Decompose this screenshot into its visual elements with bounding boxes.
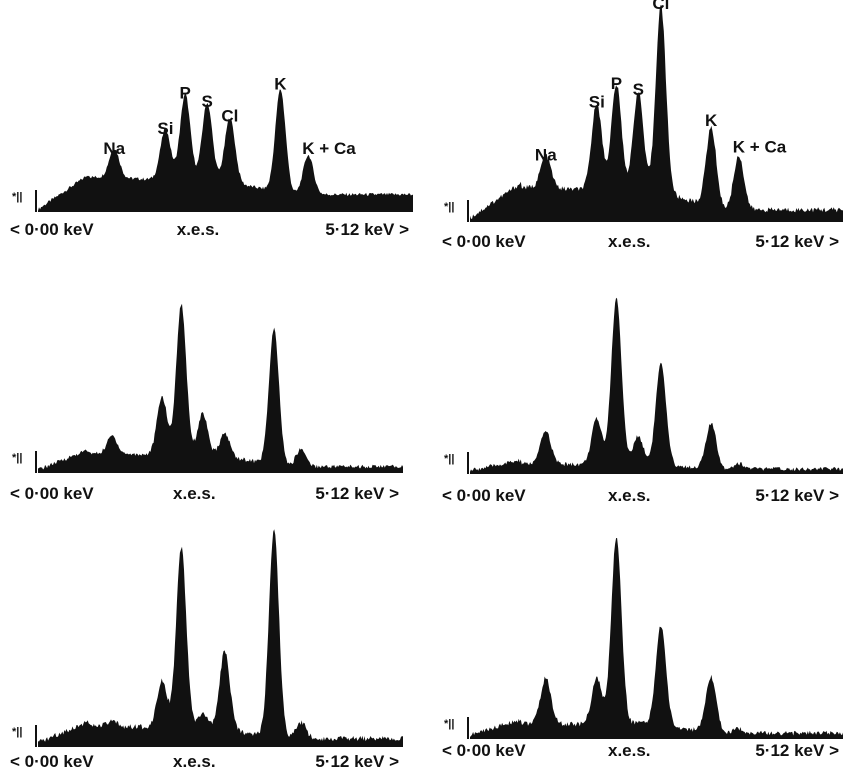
spectrum-panel-middle-right: *|| < 0·00 keV x.e.s. 5·12 keV > xyxy=(442,297,843,505)
instrument-marker: *|| xyxy=(12,191,22,203)
spectrum-area xyxy=(470,297,843,474)
spectrum-panel-top-left: Na Si P S Cl K K + Ca *|| < 0·00 keV x.e.s. 5·12 k… xyxy=(10,74,413,239)
peak-label: K + Ca xyxy=(302,139,356,158)
peak-label: Cl xyxy=(652,0,669,13)
x-start-label: < 0·00 keV xyxy=(442,486,526,505)
peak-label: Si xyxy=(157,119,173,138)
instrument-marker: *|| xyxy=(444,453,454,465)
x-start-label: < 0·00 keV xyxy=(10,484,94,503)
x-start-label: < 0·00 keV xyxy=(10,220,94,239)
spectrum-panel-bottom-right: *|| < 0·00 keV x.e.s. 5·12 keV > xyxy=(442,538,843,760)
x-mid-label: x.e.s. xyxy=(608,741,651,760)
x-end-label: 5·12 keV > xyxy=(315,484,399,503)
instrument-marker: *|| xyxy=(444,718,454,730)
instrument-marker: *|| xyxy=(444,201,454,213)
spectrum-area xyxy=(38,303,403,473)
spectrum-area xyxy=(38,89,413,212)
x-start-label: < 0·00 keV xyxy=(442,232,526,251)
x-start-label: < 0·00 keV xyxy=(442,741,526,760)
peak-label: Na xyxy=(103,139,125,158)
peak-label: K xyxy=(274,74,287,93)
spectrum-panel-middle-left: *|| < 0·00 keV x.e.s. 5·12 keV > xyxy=(10,303,403,503)
spectrum-panel-bottom-left: *|| < 0·00 keV x.e.s. 5·12 keV > xyxy=(10,529,403,771)
x-end-label: 5·12 keV > xyxy=(755,741,839,760)
instrument-marker: *|| xyxy=(12,726,22,738)
peak-label: Cl xyxy=(221,107,238,126)
x-mid-label: x.e.s. xyxy=(608,486,651,505)
peak-label: K + Ca xyxy=(733,138,787,157)
peak-label: Si xyxy=(589,92,605,111)
x-end-label: 5·12 keV > xyxy=(755,232,839,251)
x-end-label: 5·12 keV > xyxy=(315,752,399,771)
x-start-label: < 0·00 keV xyxy=(10,752,94,771)
peak-label: S xyxy=(633,80,644,99)
spectrum-area xyxy=(470,538,843,739)
x-mid-label: x.e.s. xyxy=(173,484,216,503)
peak-label: Na xyxy=(535,146,557,165)
spectrum-panel-top-right: Na Si P S Cl K K + Ca *|| < 0·00 keV x.e.s. 5·12 k… xyxy=(442,0,843,251)
spectrum-area xyxy=(470,5,843,222)
x-mid-label: x.e.s. xyxy=(177,220,220,239)
spectrum-area xyxy=(38,529,403,747)
peak-label: P xyxy=(611,74,622,93)
x-mid-label: x.e.s. xyxy=(608,232,651,251)
peak-label: K xyxy=(705,111,718,130)
x-mid-label: x.e.s. xyxy=(173,752,216,771)
x-end-label: 5·12 keV > xyxy=(755,486,839,505)
peak-label: P xyxy=(180,84,191,103)
peak-label: S xyxy=(202,92,213,111)
x-end-label: 5·12 keV > xyxy=(325,220,409,239)
instrument-marker: *|| xyxy=(12,452,22,464)
